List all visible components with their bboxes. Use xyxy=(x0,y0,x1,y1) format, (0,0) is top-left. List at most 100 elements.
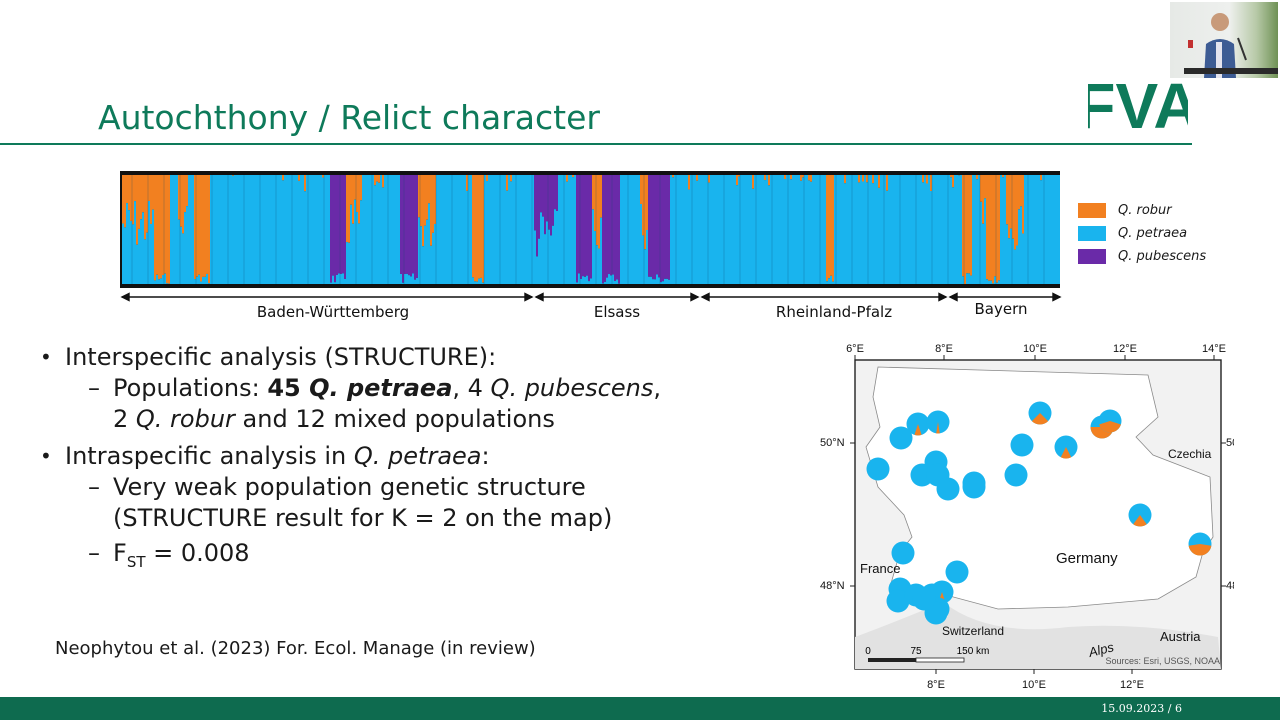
bullet-dot: • xyxy=(40,345,52,369)
structure-bar xyxy=(790,175,793,180)
footer-page-number: 6 xyxy=(1175,702,1182,715)
structure-bar xyxy=(236,175,239,284)
structure-bar xyxy=(530,175,533,284)
structure-bar xyxy=(660,175,663,283)
structure-bar xyxy=(550,235,553,284)
structure-bar xyxy=(138,175,141,229)
structure-bar xyxy=(1000,175,1003,284)
structure-bar xyxy=(186,175,189,207)
structure-bar xyxy=(756,175,759,284)
structure-bar xyxy=(652,279,655,284)
sub-bullet-dash: – xyxy=(88,539,100,567)
structure-bar xyxy=(708,175,711,183)
structure-bar xyxy=(202,276,205,284)
structure-bar xyxy=(920,175,923,284)
structure-bar xyxy=(290,175,293,284)
structure-bar xyxy=(338,175,341,274)
structure-bar xyxy=(162,275,165,284)
structure-bar xyxy=(922,175,925,183)
bullet-interspecific: • Interspecific analysis (STRUCTURE): xyxy=(40,342,661,373)
structure-bar xyxy=(510,175,513,182)
text-part: 2 xyxy=(113,405,136,433)
structure-bar xyxy=(424,175,427,226)
structure-bar xyxy=(902,175,905,284)
structure-bar xyxy=(128,175,131,211)
structure-bar xyxy=(696,180,699,284)
structure-bar xyxy=(736,175,739,186)
structure-bar xyxy=(548,175,551,230)
structure-bar xyxy=(688,175,691,190)
structure-bar xyxy=(554,209,557,284)
structure-bar xyxy=(466,175,469,191)
structure-bar xyxy=(750,175,753,284)
structure-bar xyxy=(800,180,803,284)
sub-bullet-text: FST = 0.008 xyxy=(113,538,250,578)
presenter-video[interactable] xyxy=(1170,2,1278,78)
bullet-dot: • xyxy=(40,444,52,468)
structure-bar xyxy=(136,244,139,284)
structure-bar xyxy=(642,235,645,284)
structure-bar xyxy=(198,274,201,284)
structure-bar xyxy=(482,282,485,284)
structure-bar xyxy=(990,280,993,284)
structure-bar xyxy=(672,175,675,178)
lon-label-12e-bottom: 12°E xyxy=(1120,679,1144,691)
structure-bar xyxy=(828,175,831,279)
text-part: , 4 xyxy=(452,374,491,402)
structure-bar xyxy=(344,278,347,284)
structure-bar xyxy=(832,281,835,284)
structure-bar xyxy=(986,279,989,284)
legend-label-robur: Q. robur xyxy=(1118,203,1172,218)
structure-bar xyxy=(1048,175,1051,284)
structure-bar xyxy=(764,180,767,284)
structure-bar xyxy=(392,175,395,284)
structure-bar xyxy=(766,175,769,284)
structure-bar xyxy=(1014,175,1017,250)
structure-bar xyxy=(486,181,489,284)
structure-bar xyxy=(552,175,555,226)
structure-bar xyxy=(180,175,183,227)
structure-bar xyxy=(502,175,505,284)
structure-bar xyxy=(908,175,911,284)
structure-bar xyxy=(122,223,125,284)
structure-bar xyxy=(416,175,419,278)
structure-bar xyxy=(572,175,575,178)
structure-bar xyxy=(294,175,297,284)
region-label-elsass: Elsass xyxy=(594,303,640,321)
structure-bar xyxy=(544,234,547,284)
structure-bar xyxy=(456,175,459,284)
structure-bar xyxy=(662,281,665,284)
text-part: : xyxy=(481,442,490,470)
structure-bar xyxy=(616,175,619,280)
structure-bar xyxy=(644,175,647,250)
structure-bar xyxy=(770,175,773,284)
structure-bar xyxy=(634,175,637,284)
structure-bar xyxy=(982,175,985,224)
structure-bar xyxy=(380,175,383,284)
text-part: Very weak population genetic structure xyxy=(113,473,586,501)
structure-bar xyxy=(894,175,897,284)
structure-bar xyxy=(686,175,689,284)
scale-label-150: 150 km xyxy=(957,646,990,657)
structure-bar xyxy=(618,175,621,284)
structure-bar xyxy=(588,175,591,282)
structure-bar xyxy=(200,175,203,282)
structure-bar xyxy=(384,175,387,284)
structure-bar xyxy=(778,175,781,284)
structure-bar xyxy=(176,175,179,284)
region-label-rlp: Rheinland-Pfalz xyxy=(776,303,892,321)
structure-bar xyxy=(906,175,909,284)
structure-bar xyxy=(310,175,313,284)
structure-bar xyxy=(246,175,249,284)
structure-bar xyxy=(1030,175,1033,284)
structure-bar xyxy=(816,175,819,284)
structure-bar xyxy=(1026,175,1029,284)
structure-bar xyxy=(222,175,225,284)
structure-bar xyxy=(202,175,205,277)
structure-bar xyxy=(758,175,761,284)
structure-bar xyxy=(358,223,361,284)
structure-bar xyxy=(402,282,405,284)
structure-bar xyxy=(666,175,669,279)
structure-bar xyxy=(256,175,259,284)
structure-bar xyxy=(402,175,405,283)
